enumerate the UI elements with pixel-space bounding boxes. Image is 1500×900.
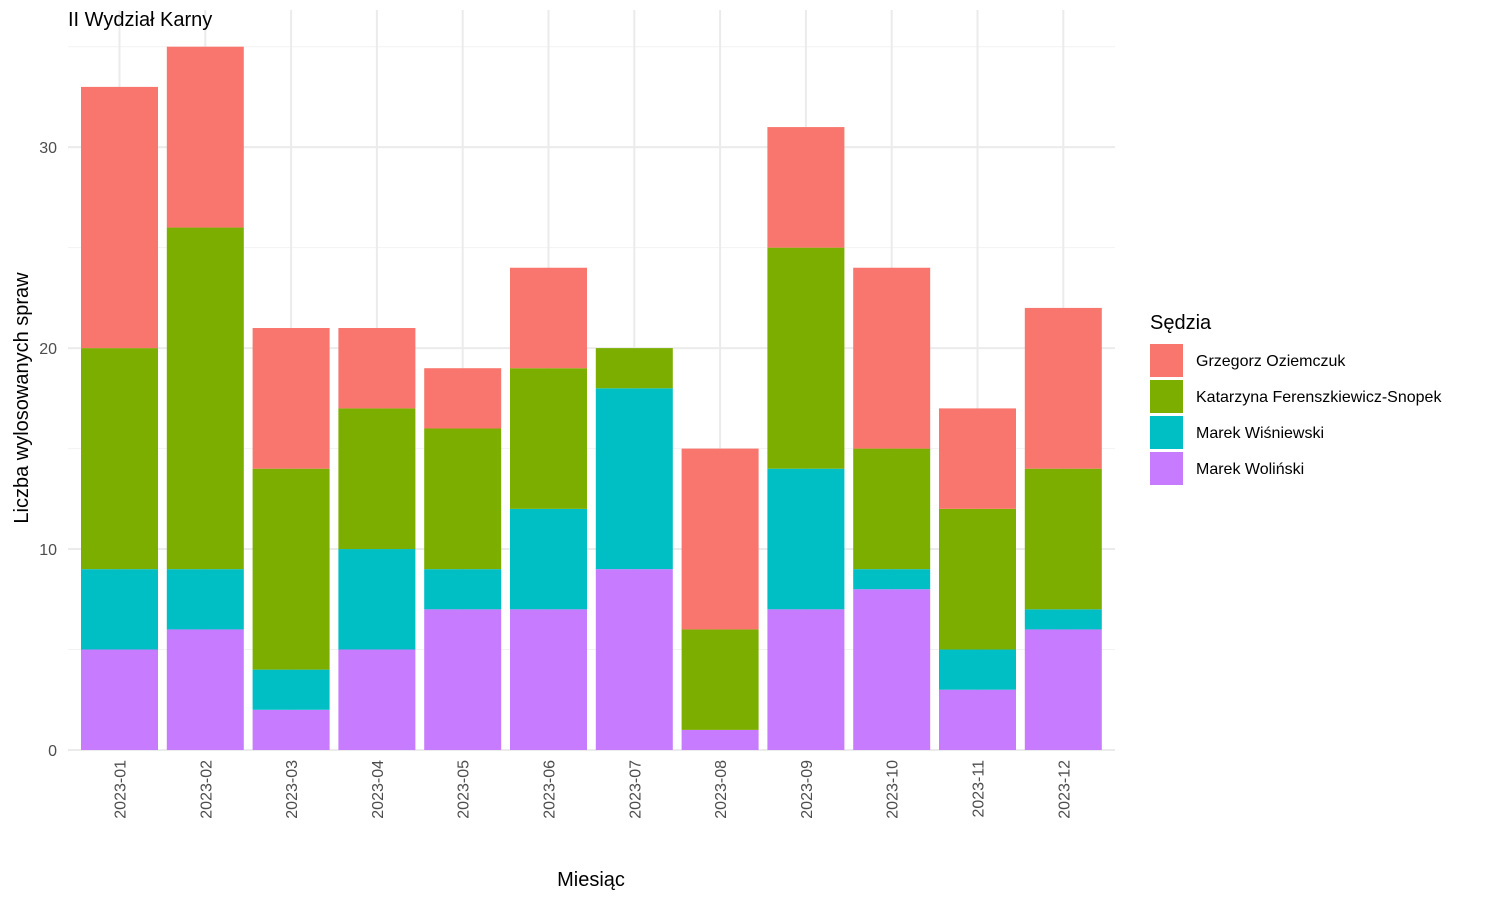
y-tick-label: 30 — [39, 140, 57, 157]
bar-segment — [424, 569, 502, 610]
bar-segment — [338, 549, 416, 650]
y-axis: 0 10 20 30 — [39, 140, 57, 760]
x-tick-label: 2023-03 — [284, 760, 301, 819]
legend-label: Grzegorz Oziemczuk — [1196, 353, 1346, 370]
bar-segment — [510, 368, 587, 509]
bar-segment — [81, 649, 158, 750]
bar-segment — [81, 348, 158, 570]
x-tick-label: 2023-05 — [456, 760, 473, 819]
bar-segment — [853, 569, 931, 590]
legend-swatch — [1150, 380, 1183, 413]
bar-segment — [510, 609, 587, 750]
bar-segment — [424, 609, 502, 750]
bar-segment — [166, 629, 244, 750]
bar-segment — [166, 46, 244, 228]
bar-segment — [767, 247, 845, 469]
bar-segment — [939, 649, 1016, 690]
legend-swatch — [1150, 452, 1183, 485]
legend-label: Marek Wiśniewski — [1196, 425, 1324, 442]
legend-swatch — [1150, 344, 1183, 377]
bar-segment — [595, 348, 673, 389]
bar-segment — [252, 468, 330, 670]
x-axis: 2023-01 2023-02 2023-03 2023-04 2023-05 2023-… — [113, 760, 1074, 819]
bar-segment — [338, 649, 416, 750]
x-tick-label: 2023-04 — [370, 760, 387, 819]
x-tick-label: 2023-02 — [198, 760, 215, 819]
x-tick-label: 2023-11 — [971, 760, 988, 818]
bar-segment — [939, 408, 1016, 509]
x-tick-label: 2023-06 — [542, 760, 559, 819]
bar-segment — [1024, 609, 1102, 630]
x-tick-label: 2023-08 — [713, 760, 730, 819]
bar-segment — [252, 669, 330, 710]
bar-segment — [166, 569, 244, 630]
x-tick-label: 2023-07 — [627, 760, 644, 819]
bar-segment — [595, 569, 673, 750]
y-tick-label: 10 — [39, 542, 57, 559]
bar-segment — [939, 508, 1016, 650]
bar-segment — [853, 589, 931, 750]
bar-segment — [510, 508, 587, 610]
x-tick-label: 2023-12 — [1056, 760, 1073, 819]
bar-segment — [510, 267, 587, 369]
y-tick-label: 20 — [39, 341, 57, 358]
bar-segment — [338, 328, 416, 409]
bar-segment — [1024, 468, 1102, 610]
bar-segment — [166, 227, 244, 570]
x-axis-title: Miesiąc — [557, 869, 625, 891]
x-tick-label: 2023-01 — [113, 760, 130, 819]
chart-title: II Wydział Karny — [68, 9, 212, 31]
bar-segment — [767, 609, 845, 750]
legend-title: Sędzia — [1150, 312, 1212, 334]
bar-segment — [853, 267, 931, 449]
bar-segment — [1024, 629, 1102, 750]
bar-segment — [424, 368, 502, 429]
y-tick-label: 0 — [48, 743, 57, 760]
bar-segment — [424, 428, 502, 570]
bar-segment — [767, 127, 845, 248]
bar-segment — [338, 408, 416, 550]
bar-segment — [681, 448, 759, 630]
legend: Sędzia Grzegorz Oziemczuk Katarzyna Feren… — [1150, 312, 1442, 485]
bar-segment — [853, 448, 931, 570]
bar-segment — [81, 569, 158, 650]
bar-segment — [681, 729, 759, 750]
bar-segment — [252, 328, 330, 469]
bar-segment — [681, 629, 759, 730]
x-tick-label: 2023-09 — [799, 760, 816, 819]
legend-swatch — [1150, 416, 1183, 449]
bars — [81, 46, 1102, 750]
bar-segment — [595, 388, 673, 570]
y-axis-title: Liczba wylosowanych spraw — [11, 272, 33, 524]
bar-segment — [939, 689, 1016, 750]
legend-label: Katarzyna Ferenszkiewicz-Snopek — [1196, 389, 1442, 406]
bar-segment — [767, 468, 845, 610]
bar-segment — [1024, 307, 1102, 469]
x-tick-label: 2023-10 — [885, 760, 902, 819]
legend-label: Marek Woliński — [1196, 461, 1304, 478]
bar-segment — [252, 709, 330, 750]
bar-segment — [81, 86, 158, 349]
